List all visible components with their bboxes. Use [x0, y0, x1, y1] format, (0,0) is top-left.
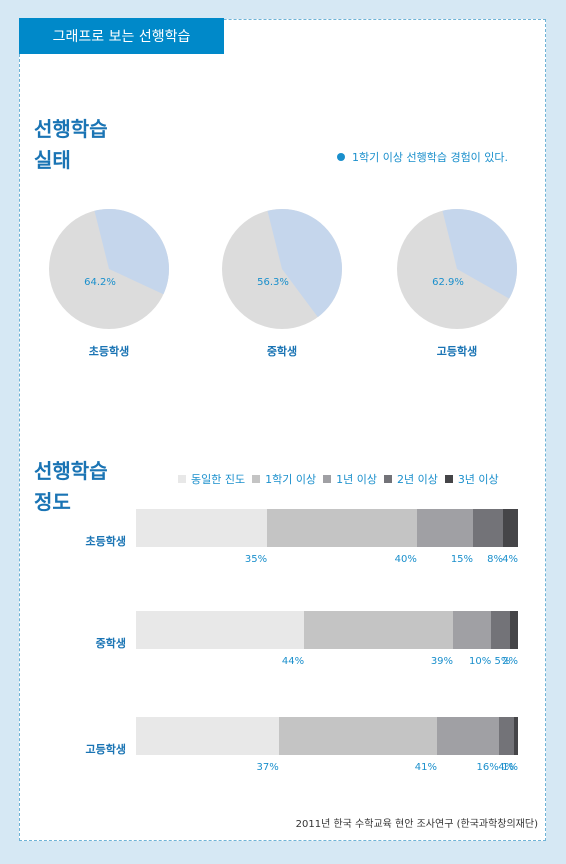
section2-title-line1: 선행학습	[34, 459, 108, 483]
legend-swatch-icon	[323, 475, 332, 483]
bar-percent-label: 40%	[394, 554, 417, 565]
section1-title-line2: 실태	[34, 148, 71, 172]
pie-legend-label: 1학기 이상 선행학습 경험이 있다.	[352, 151, 509, 164]
bar-segment	[510, 611, 518, 649]
legend-swatch-icon	[383, 475, 392, 483]
header-tab: 그래프로 보는 선행학습	[19, 18, 224, 54]
source-note: 2011년 한국 수학교육 현안 조사연구 (한국과학창의재단)	[295, 819, 538, 830]
bar-segment	[136, 509, 268, 547]
bar-segment	[136, 717, 279, 755]
pie-slice-no	[94, 209, 169, 295]
bar-percent-label: 2%	[502, 656, 518, 667]
pie-slice-no	[267, 209, 343, 318]
stacked-bar-row	[136, 611, 518, 649]
bar-segment	[436, 717, 499, 755]
bar-legend-item: 3년 이상	[444, 471, 499, 487]
bar-legend: 동일한 진도 1학기 이상 1년 이상 2년 이상 3년 이상	[178, 471, 506, 487]
bar-segment	[278, 717, 437, 755]
section1-title-line1: 선행학습	[34, 117, 108, 141]
bar-segment	[514, 717, 518, 755]
bar-percent-label: 39%	[430, 656, 454, 667]
bar-legend-item: 동일한 진도	[178, 471, 245, 487]
bar-legend-item: 1년 이상	[323, 471, 377, 487]
pie-category-label: 초등학생	[88, 345, 130, 358]
pie-svg	[397, 209, 517, 329]
bar-segment	[453, 611, 492, 649]
pie-slice-no	[442, 209, 517, 299]
pie-value-label: 56.3%	[257, 277, 289, 288]
bar-segment	[136, 611, 305, 649]
legend-swatch-icon	[178, 475, 186, 483]
bar-segment	[503, 509, 518, 547]
pie-value-label: 62.9%	[432, 277, 464, 288]
stacked-bar-row	[136, 717, 518, 755]
section2-title: 선행학습 정도	[34, 456, 108, 518]
bar-percent-label: 1%	[502, 762, 518, 773]
bar-legend-label: 1년 이상	[336, 473, 377, 486]
stacked-bar-row	[136, 509, 518, 547]
bar-category-label: 고등학생	[85, 743, 126, 756]
bar-legend-label: 동일한 진도	[191, 473, 246, 486]
pie-category-label: 중학생	[266, 345, 298, 358]
bar-percent-label: 5%	[494, 656, 511, 667]
bar-segment	[304, 611, 454, 649]
content-frame	[19, 19, 546, 841]
bar-percent-label: 41%	[414, 762, 437, 773]
bar-legend-label: 1학기 이상	[265, 473, 317, 486]
bar-percent-label: 44%	[281, 656, 305, 667]
bar-category-label: 초등학생	[85, 535, 126, 548]
section1-title: 선행학습 실태	[34, 114, 108, 176]
bar-percent-label: 8%	[487, 554, 504, 565]
pie-svg	[49, 209, 169, 329]
pie-value-label: 64.2%	[84, 277, 116, 288]
legend-swatch-icon	[252, 475, 261, 483]
bar-percent-label: 35%	[244, 554, 268, 565]
bar-segment	[473, 509, 503, 547]
bar-segment	[416, 509, 474, 547]
bar-percent-label: 37%	[256, 762, 279, 773]
bar-segment	[491, 611, 511, 649]
pie-chart-3	[396, 208, 518, 330]
legend-dot-icon	[337, 153, 345, 161]
bar-segment	[267, 509, 417, 547]
bar-legend-label: 3년 이상	[457, 473, 499, 486]
bar-segment	[498, 717, 515, 755]
pie-category-label: 고등학생	[436, 345, 478, 358]
bar-percent-label: 10%	[469, 656, 492, 667]
bar-category-label: 중학생	[95, 637, 126, 650]
bar-legend-label: 2년 이상	[396, 473, 438, 486]
section2-title-line2: 정도	[34, 490, 71, 514]
pie-svg	[222, 209, 343, 329]
pie-chart-1	[48, 208, 170, 330]
pie-chart-2	[221, 208, 343, 330]
bar-percent-label: 15%	[450, 554, 474, 565]
bar-percent-label: 16%	[476, 762, 499, 773]
pie-legend: 1학기 이상 선행학습 경험이 있다.	[337, 149, 508, 165]
bar-legend-item: 1학기 이상	[252, 471, 316, 487]
bar-percent-label: 4%	[502, 554, 518, 565]
bar-percent-label: 4%	[498, 762, 515, 773]
legend-swatch-icon	[444, 475, 453, 483]
bar-legend-item: 2년 이상	[383, 471, 438, 487]
